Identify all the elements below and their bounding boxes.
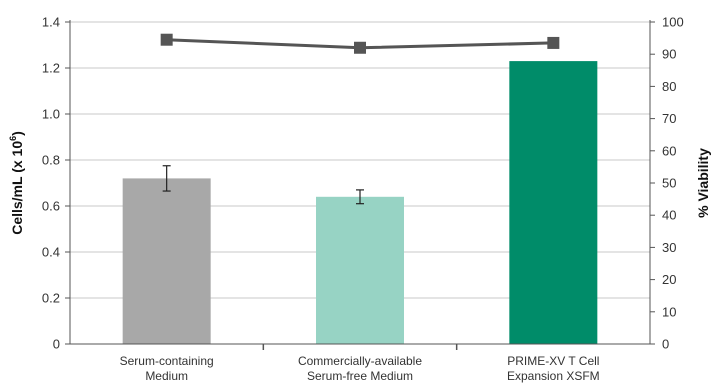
left-tick-label: 0.4: [42, 245, 60, 260]
y-axis-title: Cells/mL (x 106): [8, 131, 25, 235]
left-tick-label: 1.0: [42, 107, 60, 122]
right-axis-ticks: 0 10 20 30 40 50 60 70 80 90 100: [650, 15, 684, 352]
left-axis-ticks: 0 0.2 0.4 0.6 0.8 1.0 1.2 1.4: [42, 15, 70, 352]
category-label: PRIME-XV T Cell: [507, 354, 599, 368]
bar: [509, 61, 597, 344]
left-tick-label: 0.2: [42, 291, 60, 306]
right-tick-label: 0: [662, 337, 669, 352]
left-tick-label: 0.8: [42, 153, 60, 168]
category-label: Serum-free Medium: [307, 369, 413, 383]
bar: [316, 197, 404, 344]
viability-marker: [354, 42, 366, 54]
left-tick-label: 0: [53, 337, 60, 352]
category-label: Medium: [145, 369, 188, 383]
viability-line-series: [161, 34, 560, 54]
y2-axis-title: % Viability: [695, 148, 711, 218]
viability-marker: [161, 34, 173, 46]
left-tick-label: 0.6: [42, 199, 60, 214]
right-tick-label: 70: [662, 111, 676, 126]
category-label: Expansion XSFM: [507, 369, 600, 383]
right-tick-label: 50: [662, 176, 676, 191]
right-tick-label: 100: [662, 15, 684, 30]
category-label: Serum-containing: [120, 354, 214, 368]
right-tick-label: 40: [662, 208, 676, 223]
right-tick-label: 80: [662, 79, 676, 94]
right-tick-label: 20: [662, 272, 676, 287]
category-label: Commercially-available: [298, 354, 422, 368]
bar: [123, 178, 211, 344]
y-axis-title-text: Cells/mL (x 10: [9, 141, 25, 235]
y-axis-title-end: ): [9, 131, 25, 136]
viability-marker: [547, 37, 559, 49]
left-tick-label: 1.2: [42, 61, 60, 76]
right-tick-label: 60: [662, 143, 676, 158]
left-tick-label: 1.4: [42, 15, 60, 30]
right-tick-label: 90: [662, 47, 676, 62]
right-tick-label: 10: [662, 304, 676, 319]
right-tick-label: 30: [662, 240, 676, 255]
